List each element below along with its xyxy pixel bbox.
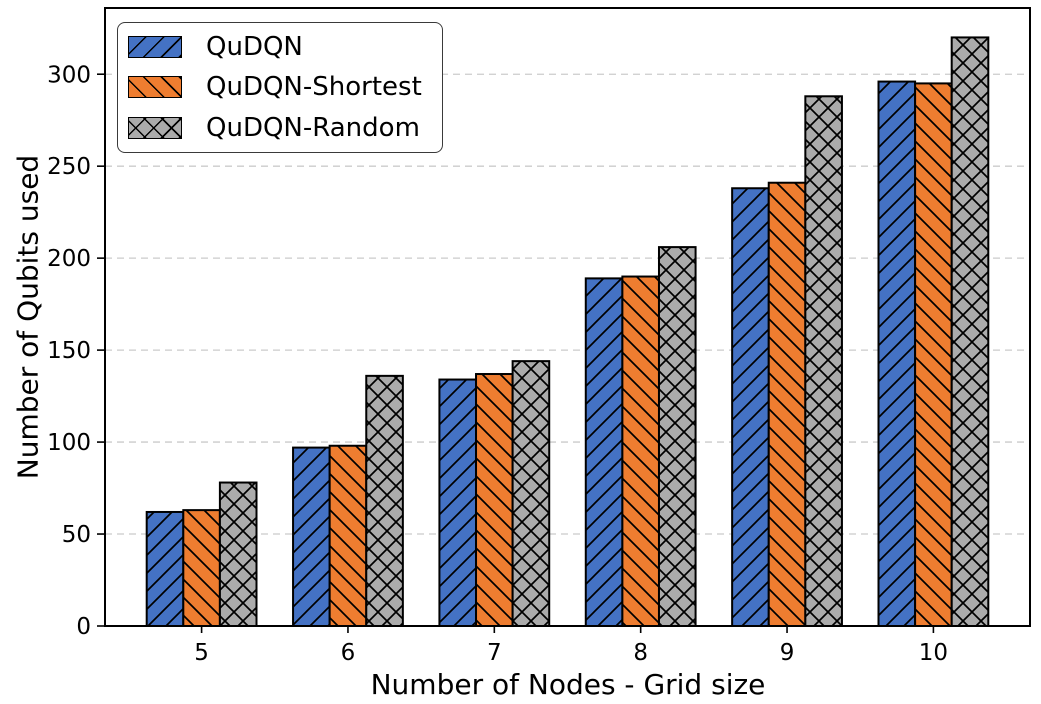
bar-qudqn-8-hatch xyxy=(585,278,623,626)
bar-qudqn-random-6-hatch xyxy=(366,375,403,626)
x-tick-label-7: 7 xyxy=(487,640,502,666)
bar-qudqn-shortest-10-hatch xyxy=(915,83,952,627)
bar-qudqn-shortest-9-hatch xyxy=(768,182,806,626)
y-tick-label-300: 300 xyxy=(47,62,91,88)
x-tick-label-6: 6 xyxy=(341,640,356,666)
y-tick-label-50: 50 xyxy=(62,522,91,548)
legend-swatch-qudqn-random xyxy=(128,116,182,139)
plot-frame xyxy=(104,7,1031,627)
bar-qudqn-random-10-hatch xyxy=(951,37,989,626)
bar-qudqn-random-9-hatch xyxy=(805,96,842,627)
x-axis-label: Number of Nodes - Grid size xyxy=(370,668,766,701)
legend-item-qudqn: QuDQN xyxy=(126,27,434,67)
legend: QuDQN QuDQN-Shortest QuDQN-Random xyxy=(117,22,443,153)
y-tick-label-150: 150 xyxy=(47,338,91,364)
bar-qudqn-random-7-hatch xyxy=(512,361,550,626)
bar-qudqn-7-hatch xyxy=(439,379,477,626)
bar-qudqn-shortest-7-hatch xyxy=(476,374,513,626)
bar-qudqn-9-hatch xyxy=(732,188,769,626)
bar-qudqn-5-hatch xyxy=(146,511,184,626)
y-tick-label-0: 0 xyxy=(76,614,91,640)
bar-qudqn-random-8-hatch xyxy=(658,247,696,626)
bar-qudqn-random-5-hatch xyxy=(219,482,257,626)
legend-item-qudqn-random: QuDQN-Random xyxy=(126,108,434,148)
bar-qudqn-shortest-8-hatch xyxy=(622,276,659,626)
x-tick-label-10: 10 xyxy=(919,640,948,666)
bar-qudqn-shortest-5-hatch xyxy=(183,510,220,626)
legend-label-qudqn-random: QuDQN-Random xyxy=(206,112,420,143)
y-tick-label-100: 100 xyxy=(47,430,91,456)
y-tick-label-250: 250 xyxy=(47,154,91,180)
bar-qudqn-10-hatch xyxy=(878,81,916,627)
legend-item-qudqn-shortest: QuDQN-Shortest xyxy=(126,67,434,107)
legend-label-qudqn: QuDQN xyxy=(206,32,303,63)
y-tick-label-200: 200 xyxy=(47,246,91,272)
y-axis-label: Number of Qubits used xyxy=(11,154,45,480)
x-tick-label-8: 8 xyxy=(633,640,648,666)
legend-swatch-qudqn-shortest xyxy=(128,76,182,99)
legend-label-qudqn-shortest: QuDQN-Shortest xyxy=(206,72,422,103)
x-tick-label-5: 5 xyxy=(194,640,209,666)
x-tick-label-9: 9 xyxy=(780,640,795,666)
bar-qudqn-6-hatch xyxy=(293,447,330,626)
bar-qudqn-shortest-6-hatch xyxy=(329,445,367,626)
legend-swatch-qudqn xyxy=(128,36,182,59)
